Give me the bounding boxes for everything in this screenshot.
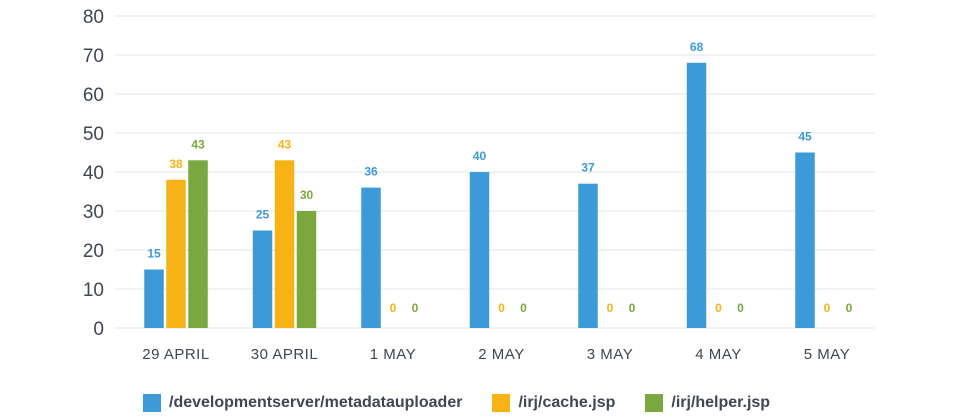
data-label: 15 [147,247,161,261]
bar [188,160,208,328]
y-tick-label: 30 [83,202,104,223]
bar [578,183,598,328]
x-axis-categories: 29 APRIL 30 APRIL 1 MAY 2 MAY 3 MAY 4 MAY 5 MA… [142,346,850,363]
data-label: 0 [412,301,419,315]
y-tick-label: 50 [83,124,104,145]
legend-label-helper-jsp: /irj/helper.jsp [671,394,771,411]
x-category-label: 5 MAY [804,346,850,363]
y-tick-label: 80 [83,7,104,28]
x-category-label: 4 MAY [695,346,741,363]
y-tick-label: 0 [93,319,104,340]
legend-swatch-metadatauploader [143,394,161,412]
legend-label-metadatauploader: /developmentserver/metadatauploader [169,394,463,411]
data-label: 0 [715,301,722,315]
data-label: 40 [473,149,487,163]
x-category-label: 29 APRIL [142,346,209,363]
gridlines [115,15,875,329]
data-label: 0 [824,301,831,315]
x-category-label: 1 MAY [370,346,416,363]
data-label: 0 [390,301,397,315]
y-tick-label: 70 [83,46,104,67]
data-label: 0 [737,301,744,315]
data-label: 0 [498,301,505,315]
x-category-label: 3 MAY [587,346,633,363]
data-label: 0 [607,301,614,315]
legend: /developmentserver/metadatauploader /irj… [143,392,800,414]
legend-item-helper-jsp[interactable]: /irj/helper.jsp [645,394,770,412]
bar [274,160,295,328]
bars [144,62,815,329]
data-label: 0 [846,301,853,315]
bar [686,62,707,329]
data-label: 43 [278,137,292,151]
legend-swatch-cache-jsp [492,394,511,412]
data-label: 43 [191,137,205,151]
data-label: 37 [581,161,595,175]
data-label: 68 [690,40,704,54]
data-label: 25 [256,208,270,222]
bar [252,230,273,328]
legend-item-cache-jsp[interactable]: /irj/cache.jsp [492,394,615,412]
y-axis-ticks: 0 10 20 30 40 50 60 70 80 [83,7,104,340]
x-category-label: 30 APRIL [251,346,318,363]
data-labels: 15 38 43 25 43 30 36 0 0 40 0 0 37 0 0 68 0 0 45 0 0 [147,40,852,315]
data-label: 45 [798,130,812,144]
legend-item-metadatauploader[interactable]: /developmentserver/metadatauploader [143,394,462,412]
x-category-label: 2 MAY [478,346,524,363]
y-tick-label: 20 [83,241,104,262]
legend-label-cache-jsp: /irj/cache.jsp [518,394,616,411]
bar [166,179,186,328]
bar [795,152,815,328]
y-tick-label: 40 [83,163,104,184]
bar [361,187,381,328]
data-label: 0 [629,301,636,315]
data-label: 30 [300,188,314,202]
data-label: 36 [364,165,378,179]
bar [469,172,490,328]
y-tick-label: 60 [83,85,104,106]
data-label: 38 [169,157,183,171]
legend-swatch-helper-jsp [645,394,664,412]
bar [144,269,164,328]
bar [296,211,317,328]
data-label: 0 [520,301,527,315]
y-tick-label: 10 [83,280,104,301]
